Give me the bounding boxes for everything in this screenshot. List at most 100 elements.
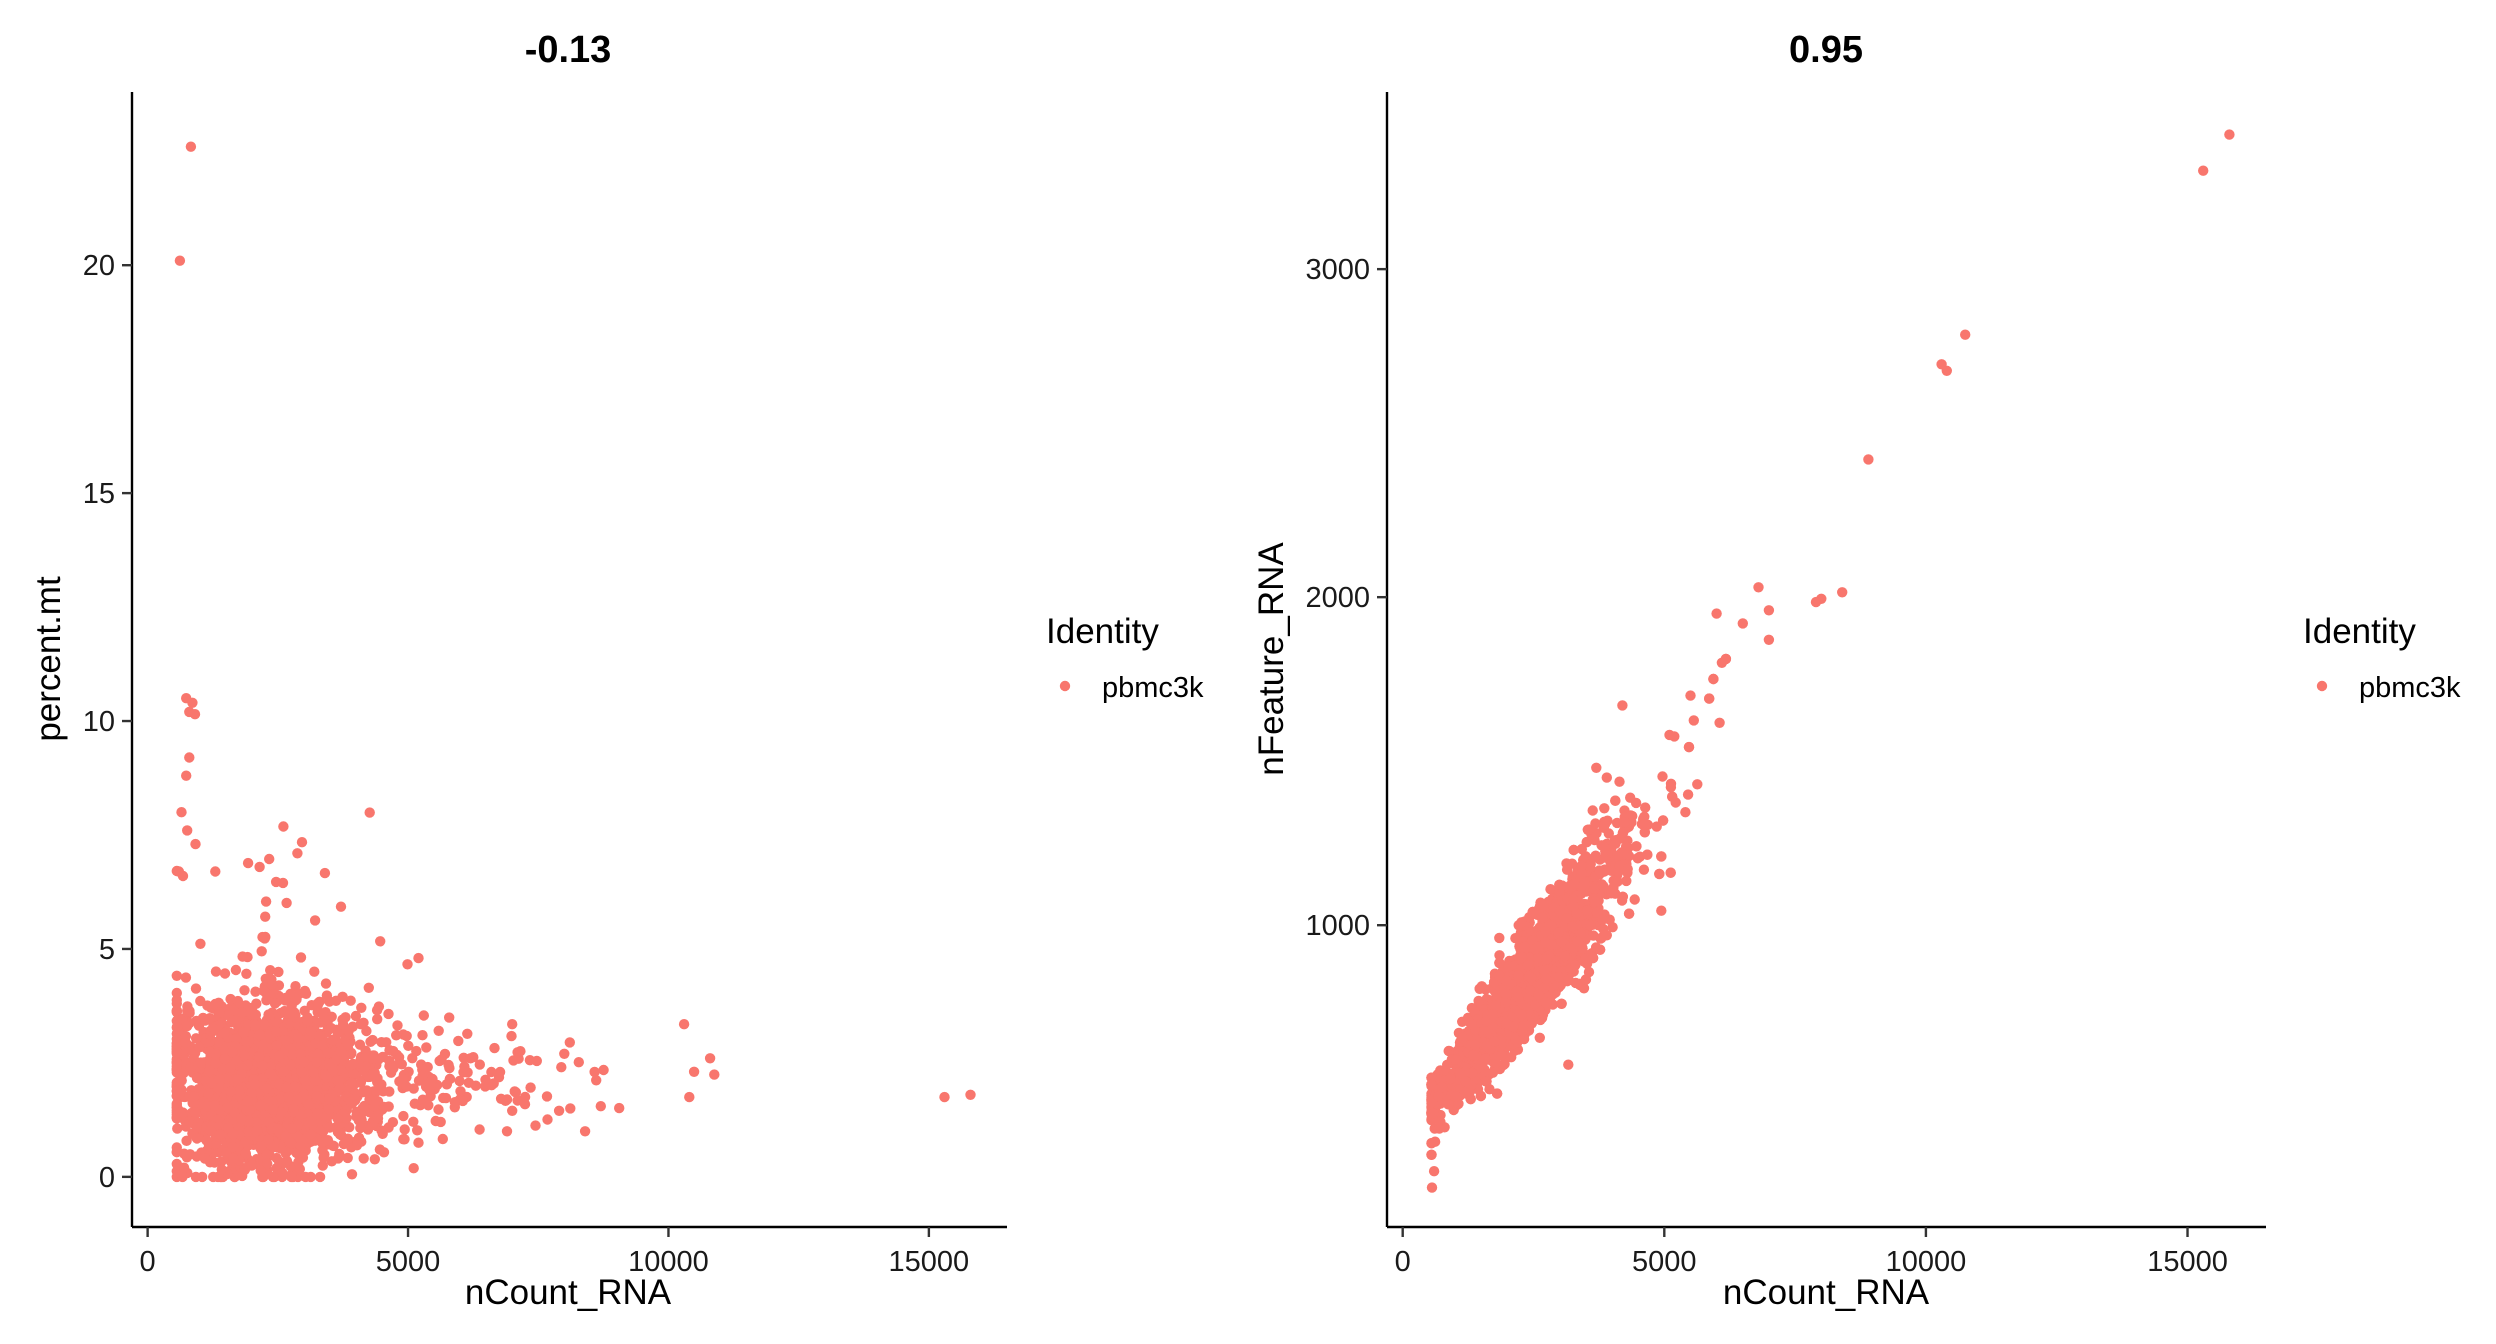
data-point: [254, 861, 265, 873]
data-point: [281, 1082, 292, 1093]
data-point: [1589, 884, 1600, 895]
data-point: [436, 1054, 447, 1065]
panel-left-legend-title: Identity: [1046, 612, 1159, 651]
data-point: [188, 1091, 200, 1102]
data-point: [327, 1034, 338, 1046]
data-point: [1518, 1033, 1530, 1045]
data-point: [254, 1052, 265, 1063]
data-point: [591, 1075, 602, 1086]
data-point: [317, 1008, 328, 1019]
data-point: [237, 951, 248, 962]
data-point: [273, 1156, 285, 1167]
data-point: [1556, 998, 1567, 1009]
data-point: [300, 988, 312, 999]
data-point: [312, 1109, 323, 1120]
data-point: [204, 1013, 216, 1024]
data-point: [205, 1125, 217, 1136]
panel-right-title: 0.95: [1789, 29, 1863, 71]
data-point: [509, 1086, 520, 1097]
data-point: [272, 1123, 284, 1135]
data-point: [262, 1158, 273, 1170]
data-point: [678, 1018, 690, 1030]
data-point: [258, 1039, 269, 1051]
data-point: [240, 1036, 252, 1047]
data-point: [289, 1081, 300, 1093]
data-point: [234, 1085, 245, 1097]
data-point: [704, 1053, 716, 1064]
data-point: [172, 1123, 183, 1134]
data-point: [399, 1134, 410, 1145]
data-point: [286, 1171, 297, 1183]
data-point: [244, 1104, 255, 1115]
data-point: [512, 1095, 523, 1106]
data-point: [507, 1105, 518, 1117]
data-point: [449, 1097, 461, 1108]
data-point: [309, 966, 320, 977]
data-point: [372, 1113, 384, 1124]
data-point: [486, 1066, 497, 1078]
data-point: [1682, 789, 1694, 800]
data-point: [374, 1144, 386, 1155]
data-point: [541, 1091, 553, 1102]
data-point: [1688, 715, 1700, 726]
data-point: [358, 1017, 369, 1028]
data-point: [178, 1162, 190, 1173]
data-point: [489, 1042, 500, 1054]
data-point: [495, 1093, 507, 1105]
data-point: [171, 1021, 183, 1032]
data-point: [515, 1046, 526, 1057]
data-point: [219, 1027, 230, 1039]
data-point: [258, 985, 269, 997]
data-point: [195, 1057, 206, 1068]
data-point: [180, 1037, 191, 1049]
data-point: [1474, 983, 1485, 994]
data-point: [176, 807, 187, 818]
data-point: [305, 1026, 317, 1037]
data-point: [227, 1141, 239, 1153]
data-point: [501, 1126, 513, 1137]
data-point: [190, 1107, 201, 1118]
data-point: [285, 988, 296, 999]
data-point: [290, 981, 301, 992]
data-point: [182, 1020, 193, 1032]
data-point: [564, 1037, 575, 1048]
data-point: [318, 1152, 329, 1163]
data-point: [559, 1048, 570, 1060]
data-point: [614, 1102, 625, 1114]
data-point: [1638, 864, 1650, 875]
data-point: [231, 1055, 242, 1067]
data-point: [202, 1000, 213, 1011]
data-point: [184, 752, 195, 763]
data-point: [508, 1055, 519, 1066]
data-point: [326, 1156, 337, 1167]
data-point: [280, 1035, 291, 1046]
data-point: [1490, 1057, 1502, 1069]
data-point: [201, 1135, 212, 1146]
data-point: [267, 1104, 278, 1115]
data-point: [288, 1103, 299, 1115]
data-point: [493, 1072, 505, 1083]
data-point: [293, 1131, 304, 1143]
data-point: [257, 1060, 268, 1071]
data-point: [274, 1050, 285, 1062]
data-point: [457, 1095, 468, 1107]
data-point: [413, 1075, 425, 1086]
data-point: [424, 1084, 435, 1096]
data-point: [210, 998, 221, 1010]
data-point: [595, 1101, 606, 1112]
data-point: [1621, 875, 1632, 887]
data-point: [341, 1113, 352, 1124]
data-point: [357, 1087, 368, 1098]
data-point: [203, 1088, 214, 1099]
data-point: [1614, 776, 1625, 787]
data-point: [268, 1141, 279, 1153]
data-point: [1499, 1058, 1510, 1070]
data-point: [293, 1156, 304, 1168]
y-tick-label: 20: [83, 250, 115, 282]
data-point: [367, 1034, 378, 1046]
data-point: [335, 901, 347, 912]
data-point: [383, 1101, 394, 1112]
panel-left-x-axis-title: nCount_RNA: [465, 1273, 672, 1312]
data-point: [292, 1094, 303, 1106]
